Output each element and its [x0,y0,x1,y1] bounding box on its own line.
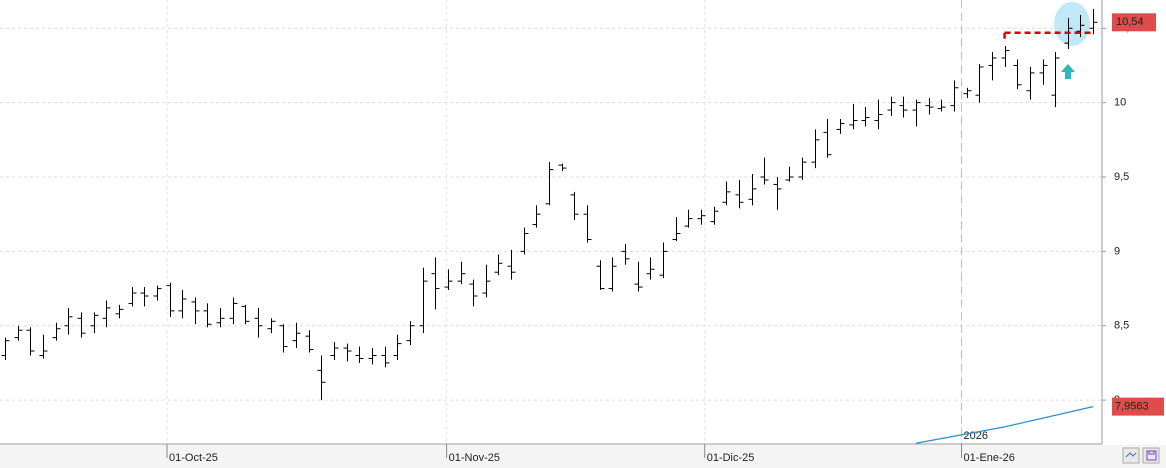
ma-price-box [1112,397,1164,416]
x-tick-label: 01-Dic-25 [707,452,755,464]
y-tick-label: 9 [1114,245,1120,257]
zoom-button[interactable] [1122,447,1140,464]
last-price-box [1112,13,1156,32]
y-tick-label: 9,5 [1114,171,1129,183]
x-axis-band [0,445,1166,468]
save-button[interactable] [1142,447,1160,464]
save-icon [1146,450,1157,461]
x-tick-label: 01-Ene-26 [964,452,1015,464]
moving-average-line [915,406,1094,444]
ma-price-label: 7,9563 [1115,401,1149,413]
last-price-label: 10,54 [1116,16,1144,28]
y-tick-label: 8,5 [1114,320,1129,332]
y-tick-label: 10 [1114,97,1126,109]
up-arrow [1061,64,1075,79]
highlight-circle [1054,2,1090,46]
x-tick-label: 01-Nov-25 [449,452,500,464]
zoom-icon [1125,452,1137,458]
x-tick-label: 01-Oct-25 [169,452,218,464]
